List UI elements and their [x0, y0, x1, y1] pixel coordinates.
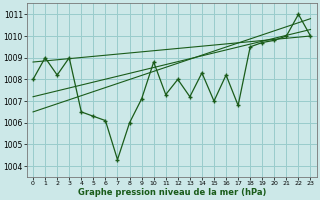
X-axis label: Graphe pression niveau de la mer (hPa): Graphe pression niveau de la mer (hPa): [77, 188, 266, 197]
